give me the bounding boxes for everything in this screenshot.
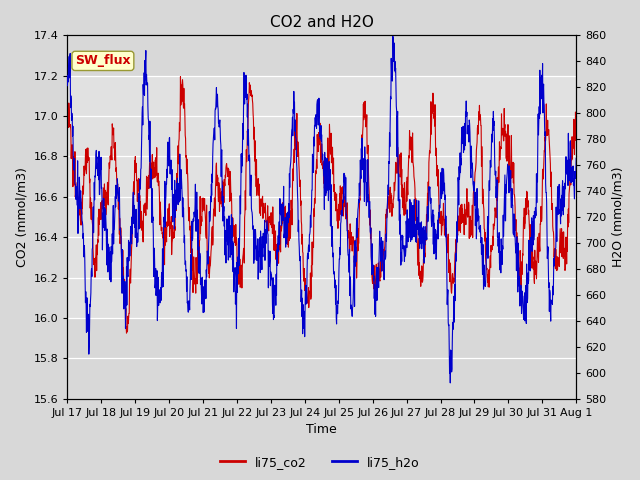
Y-axis label: CO2 (mmol/m3): CO2 (mmol/m3) bbox=[15, 167, 28, 267]
Bar bbox=[67, 76, 576, 318]
Text: SW_flux: SW_flux bbox=[75, 54, 131, 67]
Legend: li75_co2, li75_h2o: li75_co2, li75_h2o bbox=[215, 451, 425, 474]
Y-axis label: H2O (mmol/m3): H2O (mmol/m3) bbox=[612, 167, 625, 267]
X-axis label: Time: Time bbox=[307, 423, 337, 436]
Title: CO2 and H2O: CO2 and H2O bbox=[270, 15, 374, 30]
